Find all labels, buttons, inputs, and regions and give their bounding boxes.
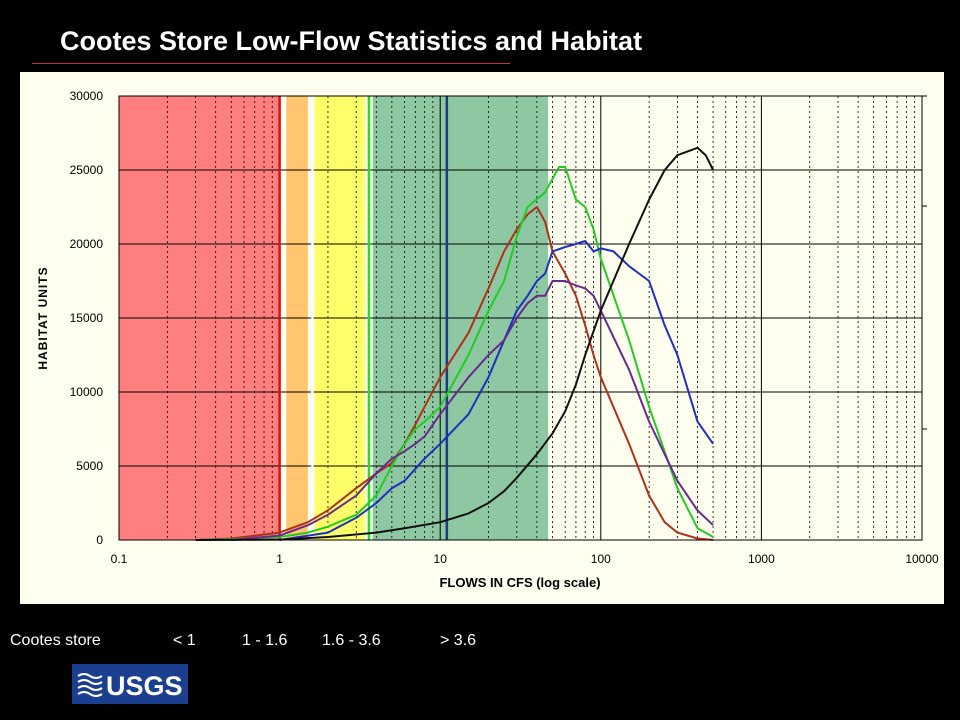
- x-tick-label: 10000: [905, 552, 939, 566]
- y-tick-label: 20000: [70, 237, 104, 251]
- legend-site-name: Cootes store: [10, 632, 101, 649]
- title-underline: [32, 63, 510, 64]
- x-tick-label: 10: [434, 552, 448, 566]
- slide-title: Cootes Store Low-Flow Statistics and Hab…: [60, 26, 643, 56]
- right-axis-ticks: [922, 95, 927, 430]
- x-tick-label: 100: [591, 552, 611, 566]
- usgs-wave-mark: [77, 673, 103, 697]
- y-axis-label: HABITAT UNITS: [36, 266, 50, 369]
- habitat-series-3: [279, 240, 714, 541]
- habitat-flow-chart: 0 5000 10000 15000 20000 25000 30000 0.1 1 10 100…: [36, 89, 939, 590]
- y-tick-label: 15000: [70, 311, 104, 325]
- x-axis-label: FLOWS IN CFS (log scale): [439, 575, 600, 590]
- usgs-logo: USGS: [72, 664, 188, 704]
- legend-range-1: < 1: [173, 632, 196, 649]
- y-tick-label: 10000: [70, 385, 104, 399]
- x-tick-label: 1000: [748, 552, 775, 566]
- y-tick-labels: 0 5000 10000 15000 20000 25000 30000: [70, 89, 104, 547]
- x-tick-label: 0.1: [111, 552, 128, 566]
- y-tick-label: 25000: [70, 163, 104, 177]
- plot-frame: [118, 95, 923, 541]
- x-tick-label: 1: [276, 552, 283, 566]
- x-tick-labels: 0.1 1 10 100 1000 10000: [111, 552, 939, 566]
- chart-panel: 0 5000 10000 15000 20000 25000 30000 0.1 1 10 100…: [20, 72, 944, 604]
- legend-range-3: 1.6 - 3.6: [322, 632, 381, 649]
- habitat-series-5: [195, 146, 714, 541]
- flow-range-legend: Cootes store < 1 1 - 1.6 1.6 - 3.6 > 3.6: [0, 632, 960, 658]
- y-tick-label: 5000: [76, 459, 103, 473]
- legend-range-2: 1 - 1.6: [242, 632, 288, 649]
- usgs-wordmark: USGS: [106, 671, 183, 701]
- y-tick-label: 30000: [70, 89, 104, 103]
- habitat-series: [195, 146, 714, 541]
- flow-threshold-lines: [278, 96, 449, 540]
- y-tick-label: 0: [96, 533, 103, 547]
- legend-range-4: > 3.6: [440, 632, 477, 649]
- habitat-series-4: [231, 280, 714, 541]
- habitat-series-1: [195, 206, 714, 541]
